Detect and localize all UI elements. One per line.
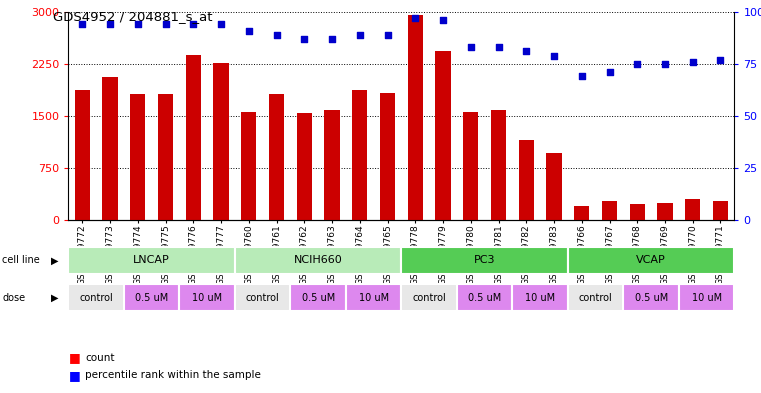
Bar: [346, 284, 402, 311]
Point: [270, 31, 282, 38]
Text: 10 uM: 10 uM: [692, 293, 721, 303]
Point: [659, 61, 671, 67]
Point: [521, 48, 533, 55]
Bar: [186, 55, 201, 220]
Point: [243, 28, 255, 34]
Bar: [623, 284, 679, 311]
Bar: [75, 90, 90, 220]
Text: PC3: PC3: [474, 255, 495, 265]
Text: 0.5 uM: 0.5 uM: [468, 293, 501, 303]
Bar: [124, 284, 180, 311]
Bar: [457, 284, 512, 311]
Point: [548, 52, 560, 59]
Point: [437, 17, 449, 23]
Text: ▶: ▶: [51, 293, 59, 303]
Text: control: control: [412, 293, 446, 303]
Bar: [519, 140, 534, 220]
Text: count: count: [85, 353, 115, 363]
Point: [381, 31, 393, 38]
Bar: [713, 201, 728, 220]
Bar: [68, 247, 235, 274]
Text: cell line: cell line: [2, 255, 40, 265]
Text: VCAP: VCAP: [636, 255, 666, 265]
Bar: [491, 110, 506, 220]
Bar: [402, 247, 568, 274]
Bar: [408, 15, 423, 220]
Bar: [574, 206, 590, 220]
Bar: [235, 284, 291, 311]
Bar: [568, 284, 623, 311]
Bar: [297, 113, 312, 220]
Text: dose: dose: [2, 293, 25, 303]
Point: [686, 59, 699, 65]
Text: GDS4952 / 204881_s_at: GDS4952 / 204881_s_at: [53, 10, 213, 23]
Bar: [180, 284, 235, 311]
Text: LNCAP: LNCAP: [133, 255, 170, 265]
Bar: [629, 204, 645, 220]
Bar: [241, 112, 256, 220]
Bar: [512, 284, 568, 311]
Bar: [291, 284, 346, 311]
Bar: [352, 90, 368, 220]
Bar: [679, 284, 734, 311]
Point: [132, 21, 144, 28]
Point: [76, 21, 88, 28]
Bar: [463, 112, 479, 220]
Point: [465, 44, 477, 50]
Bar: [68, 284, 124, 311]
Text: 10 uM: 10 uM: [358, 293, 389, 303]
Point: [492, 44, 505, 50]
Point: [326, 36, 338, 42]
Point: [215, 21, 228, 28]
Bar: [103, 77, 118, 220]
Text: 0.5 uM: 0.5 uM: [635, 293, 667, 303]
Point: [160, 21, 172, 28]
Bar: [568, 247, 734, 274]
Point: [603, 69, 616, 75]
Text: 10 uM: 10 uM: [192, 293, 222, 303]
Bar: [235, 247, 402, 274]
Point: [631, 61, 643, 67]
Point: [575, 73, 587, 79]
Text: 0.5 uM: 0.5 uM: [135, 293, 168, 303]
Text: control: control: [246, 293, 279, 303]
Point: [298, 36, 310, 42]
Text: 10 uM: 10 uM: [525, 293, 556, 303]
Point: [187, 21, 199, 28]
Bar: [435, 51, 451, 220]
Bar: [546, 153, 562, 220]
Text: NCIH660: NCIH660: [294, 255, 342, 265]
Text: 0.5 uM: 0.5 uM: [301, 293, 335, 303]
Point: [409, 15, 422, 21]
Bar: [602, 201, 617, 220]
Text: ■: ■: [68, 351, 80, 364]
Bar: [213, 63, 229, 220]
Bar: [324, 110, 339, 220]
Text: control: control: [579, 293, 613, 303]
Text: ■: ■: [68, 369, 80, 382]
Bar: [130, 94, 145, 220]
Text: control: control: [79, 293, 113, 303]
Text: percentile rank within the sample: percentile rank within the sample: [85, 370, 261, 380]
Bar: [158, 94, 174, 220]
Bar: [685, 198, 700, 220]
Bar: [269, 94, 284, 220]
Bar: [402, 284, 457, 311]
Text: ▶: ▶: [51, 255, 59, 265]
Point: [104, 21, 116, 28]
Point: [354, 31, 366, 38]
Bar: [380, 93, 395, 220]
Point: [715, 57, 727, 63]
Bar: [658, 204, 673, 220]
